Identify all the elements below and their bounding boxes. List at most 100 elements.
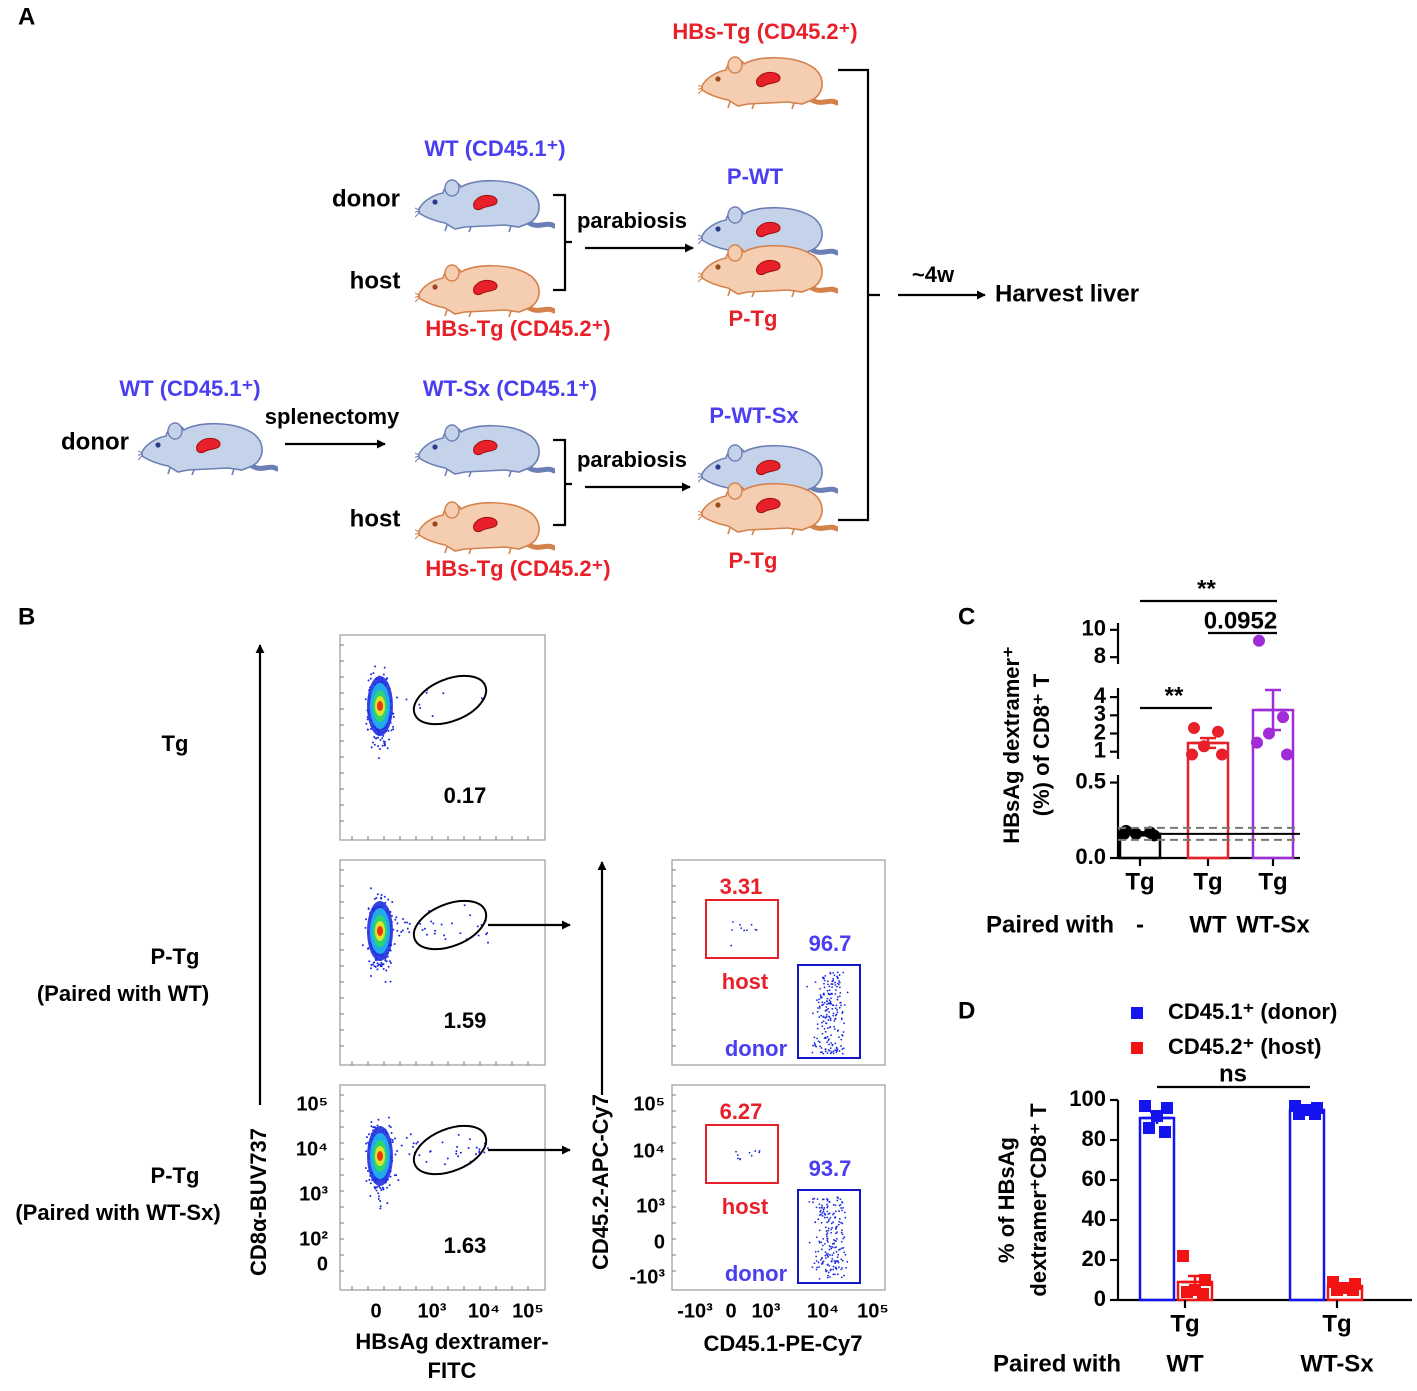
event-dot xyxy=(364,1167,367,1170)
event-dot xyxy=(380,1189,383,1192)
event-dot xyxy=(825,1270,828,1272)
event-dot xyxy=(382,673,385,676)
event-dot xyxy=(835,989,837,992)
event-dot xyxy=(368,1178,371,1181)
y-tick-label: 100 xyxy=(1069,1086,1106,1111)
row-label: P-Tg xyxy=(151,1163,200,1188)
event-dot xyxy=(827,1049,830,1051)
mouse-tg xyxy=(413,265,554,317)
event-dot xyxy=(842,1047,845,1050)
event-dot xyxy=(758,1150,761,1152)
event-dot xyxy=(758,1151,761,1154)
event-dot xyxy=(412,1142,415,1145)
event-dot xyxy=(828,1011,830,1013)
strain-label: HBs-Tg (CD45.2⁺) xyxy=(672,19,857,44)
event-dot xyxy=(819,1214,821,1216)
event-dot xyxy=(736,1157,739,1160)
event-dot xyxy=(834,1049,837,1051)
data-point xyxy=(1198,740,1210,753)
event-dot xyxy=(842,1207,844,1209)
event-dot xyxy=(823,1037,826,1040)
event-dot xyxy=(824,1251,827,1253)
event-dot xyxy=(841,1034,843,1036)
event-dot xyxy=(830,1002,832,1005)
significance-label: ** xyxy=(1197,575,1216,602)
event-dot xyxy=(841,1048,844,1051)
event-dot xyxy=(386,677,389,680)
y-tick-label: -10³ xyxy=(629,1266,665,1288)
density-core xyxy=(377,1151,383,1161)
y-tick-label: 10⁵ xyxy=(633,1093,665,1115)
event-dot xyxy=(400,1144,403,1147)
event-dot xyxy=(832,1242,835,1245)
legend-swatch xyxy=(1131,1042,1143,1054)
event-dot xyxy=(379,1199,382,1202)
donor-gate xyxy=(797,1189,861,1284)
event-dot xyxy=(827,1274,829,1277)
event-dot xyxy=(813,1042,816,1044)
event-dot xyxy=(368,960,371,963)
event-dot xyxy=(388,738,391,741)
event-dot xyxy=(814,1044,817,1047)
y-tick-label: 10³ xyxy=(636,1195,665,1217)
event-dot xyxy=(839,1001,842,1004)
strain-label: HBs-Tg (CD45.2⁺) xyxy=(425,556,610,581)
event-dot xyxy=(824,1016,827,1019)
event-dot xyxy=(813,1036,816,1039)
event-dot xyxy=(835,1004,838,1007)
event-dot xyxy=(824,974,827,977)
event-dot xyxy=(406,927,409,930)
event-dot xyxy=(831,1254,834,1257)
x-tick-label: Tg xyxy=(1125,868,1154,895)
event-dot xyxy=(828,985,831,988)
pair-label: P-Tg xyxy=(729,306,778,331)
y-tick-label: 40 xyxy=(1082,1206,1106,1231)
event-dot xyxy=(377,736,380,739)
event-dot xyxy=(823,982,825,985)
event-dot xyxy=(842,1031,845,1033)
event-dot xyxy=(830,1231,833,1234)
event-dot xyxy=(822,977,825,980)
event-dot xyxy=(819,1210,822,1213)
bar xyxy=(1288,1108,1326,1302)
event-dot xyxy=(824,1048,827,1050)
event-dot xyxy=(826,980,829,983)
event-dot xyxy=(823,1001,826,1004)
event-dot xyxy=(381,963,384,966)
role-label: host xyxy=(350,267,401,294)
event-dot xyxy=(830,1228,832,1231)
group-label: WT xyxy=(1166,1350,1204,1377)
event-dot xyxy=(827,1220,830,1223)
x-tick-label: 10³ xyxy=(752,1300,781,1322)
event-dot xyxy=(393,943,396,946)
y-tick-label: 0.5 xyxy=(1075,768,1106,793)
data-point xyxy=(1212,725,1224,738)
event-dot xyxy=(377,1198,380,1201)
mouse-wt xyxy=(136,423,277,475)
event-dot xyxy=(843,1274,845,1277)
event-dot xyxy=(834,1239,837,1242)
event-dot xyxy=(843,1003,846,1006)
event-dot xyxy=(812,1201,814,1204)
event-dot xyxy=(398,934,401,937)
significance-label: ** xyxy=(1165,682,1184,709)
event-dot xyxy=(820,1206,823,1209)
event-dot xyxy=(421,929,424,932)
x-tick-label: Tg xyxy=(1193,868,1222,895)
bracket xyxy=(553,438,572,527)
data-point xyxy=(1148,829,1160,842)
event-dot xyxy=(840,1017,843,1020)
event-dot xyxy=(830,1222,833,1225)
event-dot xyxy=(836,1256,839,1259)
event-dot xyxy=(813,1197,816,1200)
y-tick-label: 10⁴ xyxy=(296,1138,328,1160)
event-dot xyxy=(844,1253,847,1256)
event-dot xyxy=(812,1044,814,1047)
event-dot xyxy=(826,1052,829,1054)
event-dot xyxy=(821,1032,824,1035)
event-dot xyxy=(836,996,839,998)
event-dot xyxy=(829,1217,832,1219)
event-dot xyxy=(818,1266,820,1268)
event-dot xyxy=(830,1260,833,1262)
legend-label: CD45.2⁺ (host) xyxy=(1168,1034,1321,1059)
